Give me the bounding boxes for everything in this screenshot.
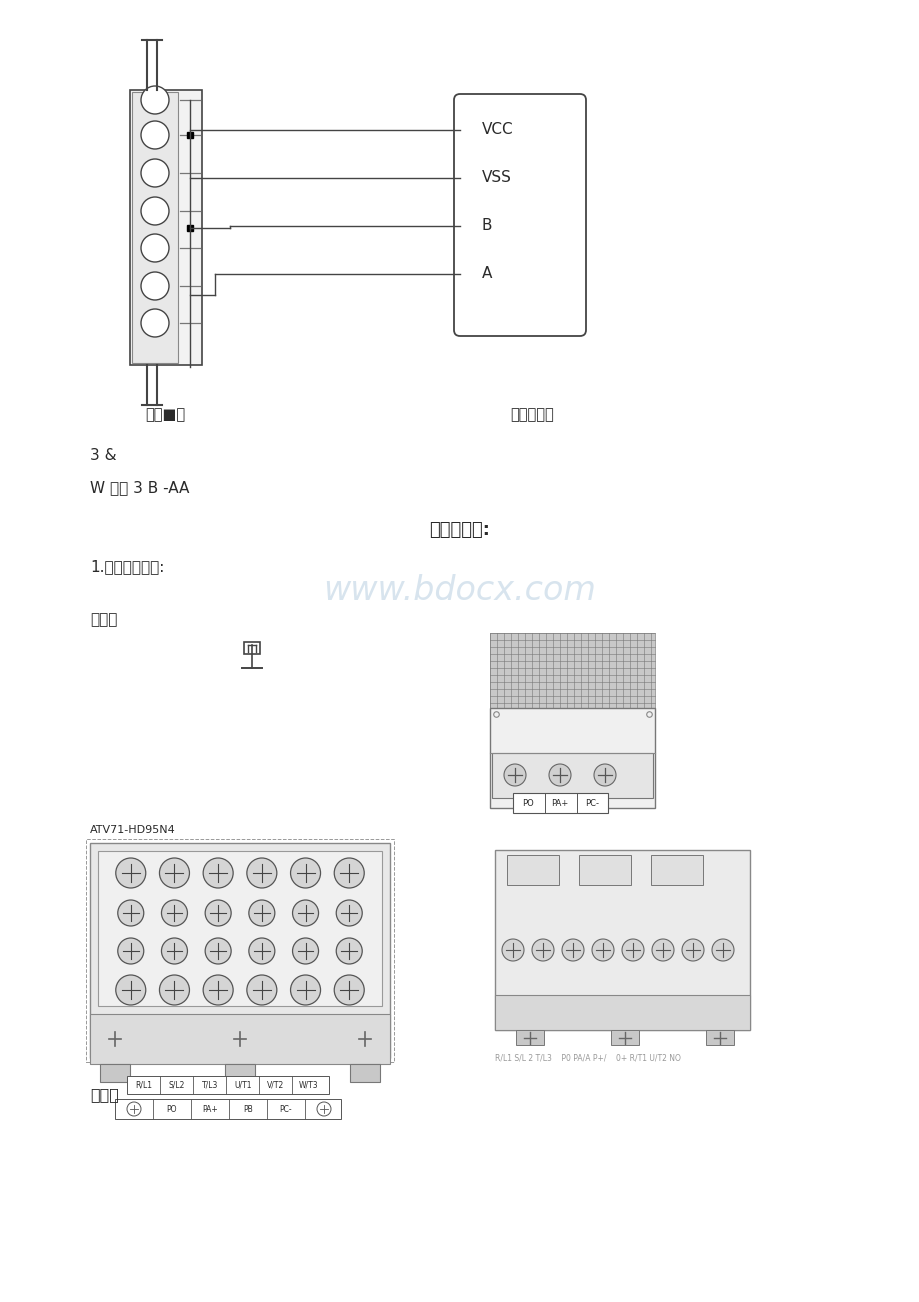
Circle shape: [246, 975, 277, 1005]
Text: B: B: [482, 219, 492, 233]
Text: 1.功率端子分布:: 1.功率端子分布:: [90, 560, 165, 574]
Bar: [131, 92, 177, 363]
Circle shape: [203, 858, 233, 888]
Text: W 川一 3 B -AA: W 川一 3 B -AA: [90, 480, 189, 496]
Circle shape: [141, 234, 169, 262]
Circle shape: [205, 937, 231, 963]
Circle shape: [292, 937, 318, 963]
Bar: [610, 1030, 639, 1046]
Circle shape: [116, 858, 145, 888]
Text: 旋转编码跑: 旋转编码跑: [509, 408, 553, 423]
Circle shape: [159, 858, 189, 888]
Text: W/T3: W/T3: [299, 1081, 319, 1090]
Bar: [98, 852, 381, 1006]
Circle shape: [205, 900, 231, 926]
Bar: [127, 1075, 329, 1094]
Bar: [651, 855, 702, 885]
Circle shape: [118, 937, 143, 963]
Circle shape: [290, 858, 320, 888]
Circle shape: [502, 939, 524, 961]
Circle shape: [248, 900, 275, 926]
Circle shape: [290, 975, 320, 1005]
Circle shape: [562, 939, 584, 961]
Circle shape: [334, 975, 364, 1005]
Bar: [516, 1030, 543, 1046]
Bar: [578, 855, 630, 885]
Text: VSS: VSS: [482, 171, 511, 185]
Text: A: A: [482, 267, 492, 281]
Circle shape: [203, 975, 233, 1005]
Text: S/L2: S/L2: [168, 1081, 185, 1090]
Text: PC-: PC-: [584, 798, 598, 807]
Circle shape: [141, 159, 169, 187]
Bar: [130, 90, 202, 365]
Circle shape: [118, 900, 143, 926]
Bar: [490, 633, 654, 708]
FancyBboxPatch shape: [453, 94, 585, 336]
Circle shape: [248, 937, 275, 963]
Circle shape: [292, 900, 318, 926]
Bar: [90, 842, 390, 1059]
Text: www.bdocx.com: www.bdocx.com: [323, 573, 596, 607]
Bar: [490, 708, 654, 809]
Text: 端子位置图:: 端子位置图:: [429, 521, 490, 539]
Circle shape: [335, 937, 362, 963]
Circle shape: [591, 939, 613, 961]
Circle shape: [159, 975, 189, 1005]
Circle shape: [681, 939, 703, 961]
Circle shape: [334, 858, 364, 888]
Circle shape: [594, 764, 616, 786]
Circle shape: [162, 937, 187, 963]
Circle shape: [531, 939, 553, 961]
Bar: [494, 850, 749, 1030]
Circle shape: [621, 939, 643, 961]
Text: 编码■卡: 编码■卡: [145, 408, 185, 423]
Text: R/L1: R/L1: [135, 1081, 153, 1090]
Text: PO: PO: [166, 1104, 177, 1113]
Circle shape: [141, 309, 169, 337]
Text: 曲地图: 曲地图: [90, 612, 118, 628]
Circle shape: [162, 900, 187, 926]
Bar: [115, 1099, 341, 1118]
Text: PC-: PC-: [279, 1104, 292, 1113]
Text: U/T1: U/T1: [234, 1081, 252, 1090]
Bar: [506, 855, 559, 885]
Bar: [494, 995, 749, 1030]
Text: ATV71-HD95N4: ATV71-HD95N4: [90, 825, 176, 835]
Circle shape: [141, 272, 169, 299]
Bar: [349, 1064, 380, 1082]
Text: T/L3: T/L3: [201, 1081, 218, 1090]
Circle shape: [335, 900, 362, 926]
Text: V/T2: V/T2: [267, 1081, 284, 1090]
Circle shape: [711, 939, 733, 961]
Bar: [492, 753, 652, 798]
Circle shape: [141, 86, 169, 115]
Text: R/L1 S/L 2 T/L3    P0 PA/A P+/    0+ R/T1 U/T2 NO: R/L1 S/L 2 T/L3 P0 PA/A P+/ 0+ R/T1 U/T2…: [494, 1053, 680, 1062]
Bar: [225, 1064, 255, 1082]
Text: PA+: PA+: [550, 798, 568, 807]
Circle shape: [141, 197, 169, 225]
Text: VCC: VCC: [482, 122, 513, 138]
Text: PO: PO: [522, 798, 533, 807]
Circle shape: [549, 764, 571, 786]
Bar: [90, 1014, 390, 1064]
Text: 3 &: 3 &: [90, 448, 117, 462]
Circle shape: [141, 121, 169, 148]
Bar: [100, 1064, 130, 1082]
Bar: [513, 793, 607, 812]
Bar: [705, 1030, 733, 1046]
Circle shape: [652, 939, 674, 961]
Circle shape: [246, 858, 277, 888]
Circle shape: [504, 764, 526, 786]
Text: PB: PB: [243, 1104, 253, 1113]
Text: 钙在柞: 钙在柞: [90, 1087, 119, 1103]
Bar: [244, 642, 260, 654]
Text: PA+: PA+: [202, 1104, 218, 1113]
Bar: [85, 838, 393, 1062]
Circle shape: [116, 975, 145, 1005]
